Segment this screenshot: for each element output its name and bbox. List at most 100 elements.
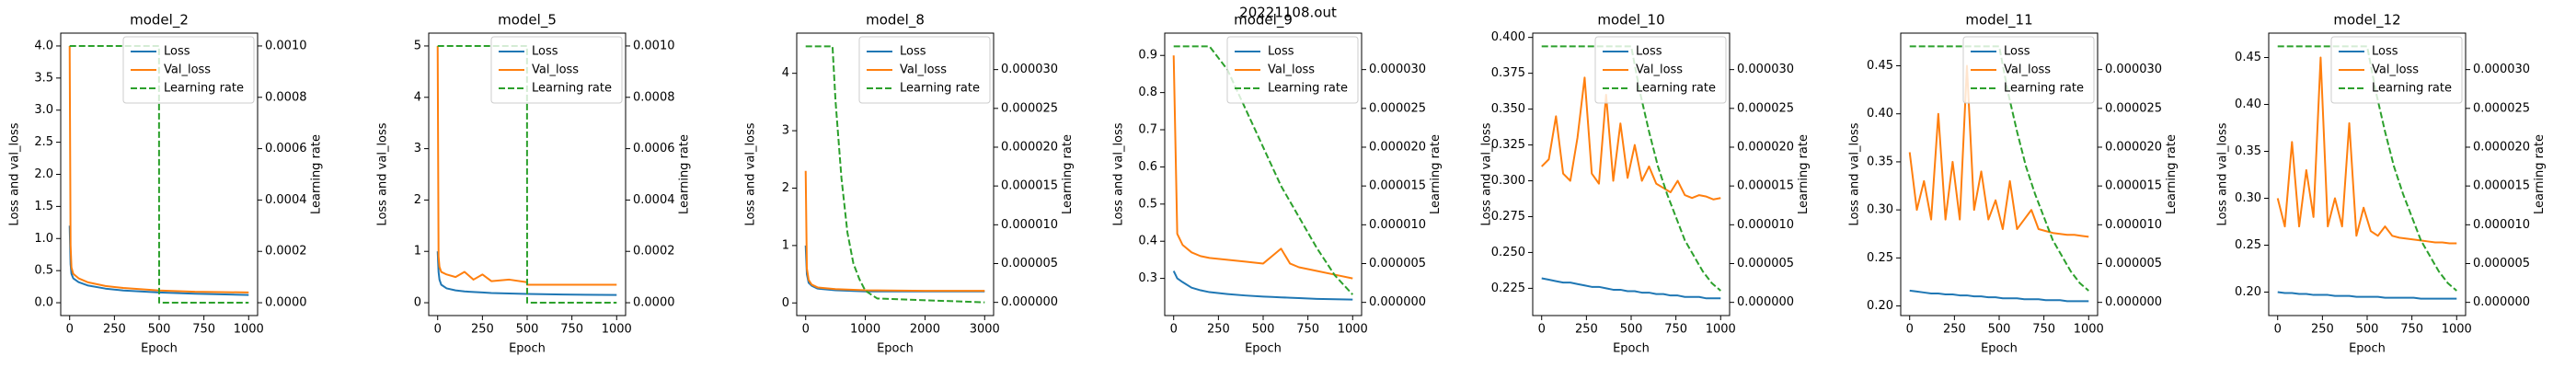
subplot-title: model_2 — [130, 12, 189, 29]
series-line — [1173, 45, 1354, 295]
x-tick-label: 0 — [66, 323, 74, 337]
y-tick-label: 0.20 — [2235, 285, 2261, 299]
x-axis-label: Epoch — [141, 342, 178, 356]
legend-label: Learning rate — [1636, 82, 1716, 96]
y-axis-label: Loss and val_loss — [8, 122, 22, 225]
x-tick-label: 1000 — [1338, 323, 1368, 337]
legend-box — [1226, 36, 1359, 104]
x-axis-label: Epoch — [1613, 342, 1650, 356]
legend-label: Val_loss — [164, 63, 211, 77]
y2-tick-label: 0.000000 — [2105, 295, 2162, 309]
y-tick-label: 3.5 — [34, 71, 53, 85]
x-tick-label: 750 — [2400, 323, 2423, 337]
x-tick-label: 0 — [2274, 323, 2282, 337]
legend-box — [1962, 36, 2095, 104]
y2-axis-label: Learning rate — [1797, 134, 1811, 214]
x-tick-label: 500 — [1620, 323, 1643, 337]
y2-tick-label: 0.0000 — [265, 296, 307, 310]
y2-tick-label: 0.000010 — [2105, 218, 2162, 232]
x-tick-label: 1000 — [2442, 323, 2472, 337]
y2-tick-label: 0.0000 — [633, 296, 675, 310]
legend-label: Val_loss — [2004, 63, 2051, 77]
y-tick-label: 0.45 — [1867, 59, 1893, 73]
y2-tick-label: 0.000025 — [1737, 101, 1794, 115]
y2-tick-label: 0.000020 — [1001, 140, 1058, 154]
axes-frame — [1164, 32, 1363, 316]
x-tick-label: 1000 — [234, 323, 264, 337]
y2-tick-label: 0.000030 — [2473, 63, 2530, 76]
series-line — [804, 170, 985, 293]
y-tick-label: 0.0 — [34, 296, 53, 310]
legend-label: Loss — [1636, 45, 1662, 59]
y-tick-label: 0.20 — [1867, 299, 1893, 313]
x-tick-label: 1000 — [1706, 323, 1736, 337]
y-tick-label: 0.3 — [1138, 271, 1157, 285]
y2-tick-label: 0.000010 — [2473, 218, 2530, 232]
y-tick-label: 0.25 — [1867, 251, 1893, 265]
y2-tick-label: 0.000010 — [1001, 218, 1058, 232]
y2-tick-label: 0.000005 — [1737, 257, 1794, 270]
y2-tick-label: 0.000000 — [2473, 295, 2530, 309]
y-tick-label: 4.0 — [34, 39, 53, 52]
y2-tick-label: 0.0010 — [265, 39, 307, 52]
y-tick-label: 0.45 — [2235, 51, 2261, 64]
figure-title: 20221108.out — [1239, 5, 1337, 21]
legend-label: Val_loss — [900, 63, 947, 77]
y-tick-label: 1 — [782, 238, 789, 252]
y2-tick-label: 0.000030 — [2105, 63, 2162, 76]
x-tick-label: 250 — [1207, 323, 1230, 337]
legend-label: Loss — [2372, 45, 2398, 59]
series-line — [1909, 289, 2089, 303]
legend-label: Learning rate — [2372, 82, 2452, 96]
y-tick-label: 2.0 — [34, 167, 53, 181]
legend-label: Learning rate — [2004, 82, 2084, 96]
y-tick-label: 0.40 — [2235, 98, 2261, 111]
y-tick-label: 0.9 — [1138, 49, 1157, 63]
legend-label: Loss — [164, 45, 190, 59]
y2-tick-label: 0.0006 — [265, 142, 307, 155]
legend-label: Learning rate — [164, 82, 244, 96]
legend-box — [490, 36, 623, 104]
y2-tick-label: 0.000015 — [1001, 179, 1058, 193]
y-tick-label: 0.35 — [1867, 155, 1893, 168]
y2-tick-label: 0.000025 — [2473, 101, 2530, 115]
subplot: model_9 0 250 500 750 1000 0.3 0.4 0.5 0.6 0.7 0.8 0… — [1112, 12, 1443, 356]
y-tick-label: 3.0 — [34, 103, 53, 117]
y2-tick-label: 0.000025 — [2105, 101, 2162, 115]
subplot-title: model_5 — [498, 12, 557, 29]
legend-label: Val_loss — [532, 63, 579, 77]
plot-area — [1172, 45, 1354, 301]
y2-tick-label: 0.0008 — [265, 90, 307, 104]
legend-label: Loss — [2004, 45, 2030, 59]
x-tick-label: 250 — [2311, 323, 2334, 337]
x-tick-label: 3000 — [970, 323, 1000, 337]
y-tick-label: 0.325 — [1491, 138, 1525, 152]
axes-frame — [796, 32, 995, 316]
y2-tick-label: 0.0002 — [265, 245, 307, 259]
y-tick-label: 2.5 — [34, 135, 53, 149]
x-axis-label: Epoch — [1981, 342, 2018, 356]
legend-label: Loss — [900, 45, 926, 59]
legend-label: Val_loss — [1636, 63, 1683, 77]
subplot: model_5 0 250 500 750 1000 0 1 2 3 4 5 0.0000 0.0002 0… — [376, 12, 692, 356]
x-tick-label: 750 — [1664, 323, 1687, 337]
x-axis-label: Epoch — [1245, 342, 1282, 356]
y2-tick-label: 0.0006 — [633, 142, 675, 155]
y-tick-label: 4 — [782, 66, 789, 80]
series-line — [68, 45, 249, 293]
x-tick-label: 0 — [802, 323, 810, 337]
subplot-title: model_9 — [1234, 12, 1293, 29]
x-tick-label: 2000 — [910, 323, 940, 337]
x-tick-label: 0 — [1906, 323, 1914, 337]
y-tick-label: 0.7 — [1138, 123, 1157, 137]
legend-label: Loss — [532, 45, 558, 59]
subplot-title: model_10 — [1597, 12, 1664, 29]
legend-label: Val_loss — [1268, 63, 1315, 77]
y-tick-label: 4 — [414, 90, 421, 104]
y2-tick-label: 0.000000 — [1369, 295, 1426, 309]
y-tick-label: 0.5 — [34, 264, 53, 278]
subplot: model_10 0 250 500 750 1000 0.225 0.250 0.275 0.3… — [1480, 12, 1811, 356]
y-tick-label: 3 — [414, 142, 421, 155]
y2-tick-label: 0.000005 — [2473, 257, 2530, 270]
